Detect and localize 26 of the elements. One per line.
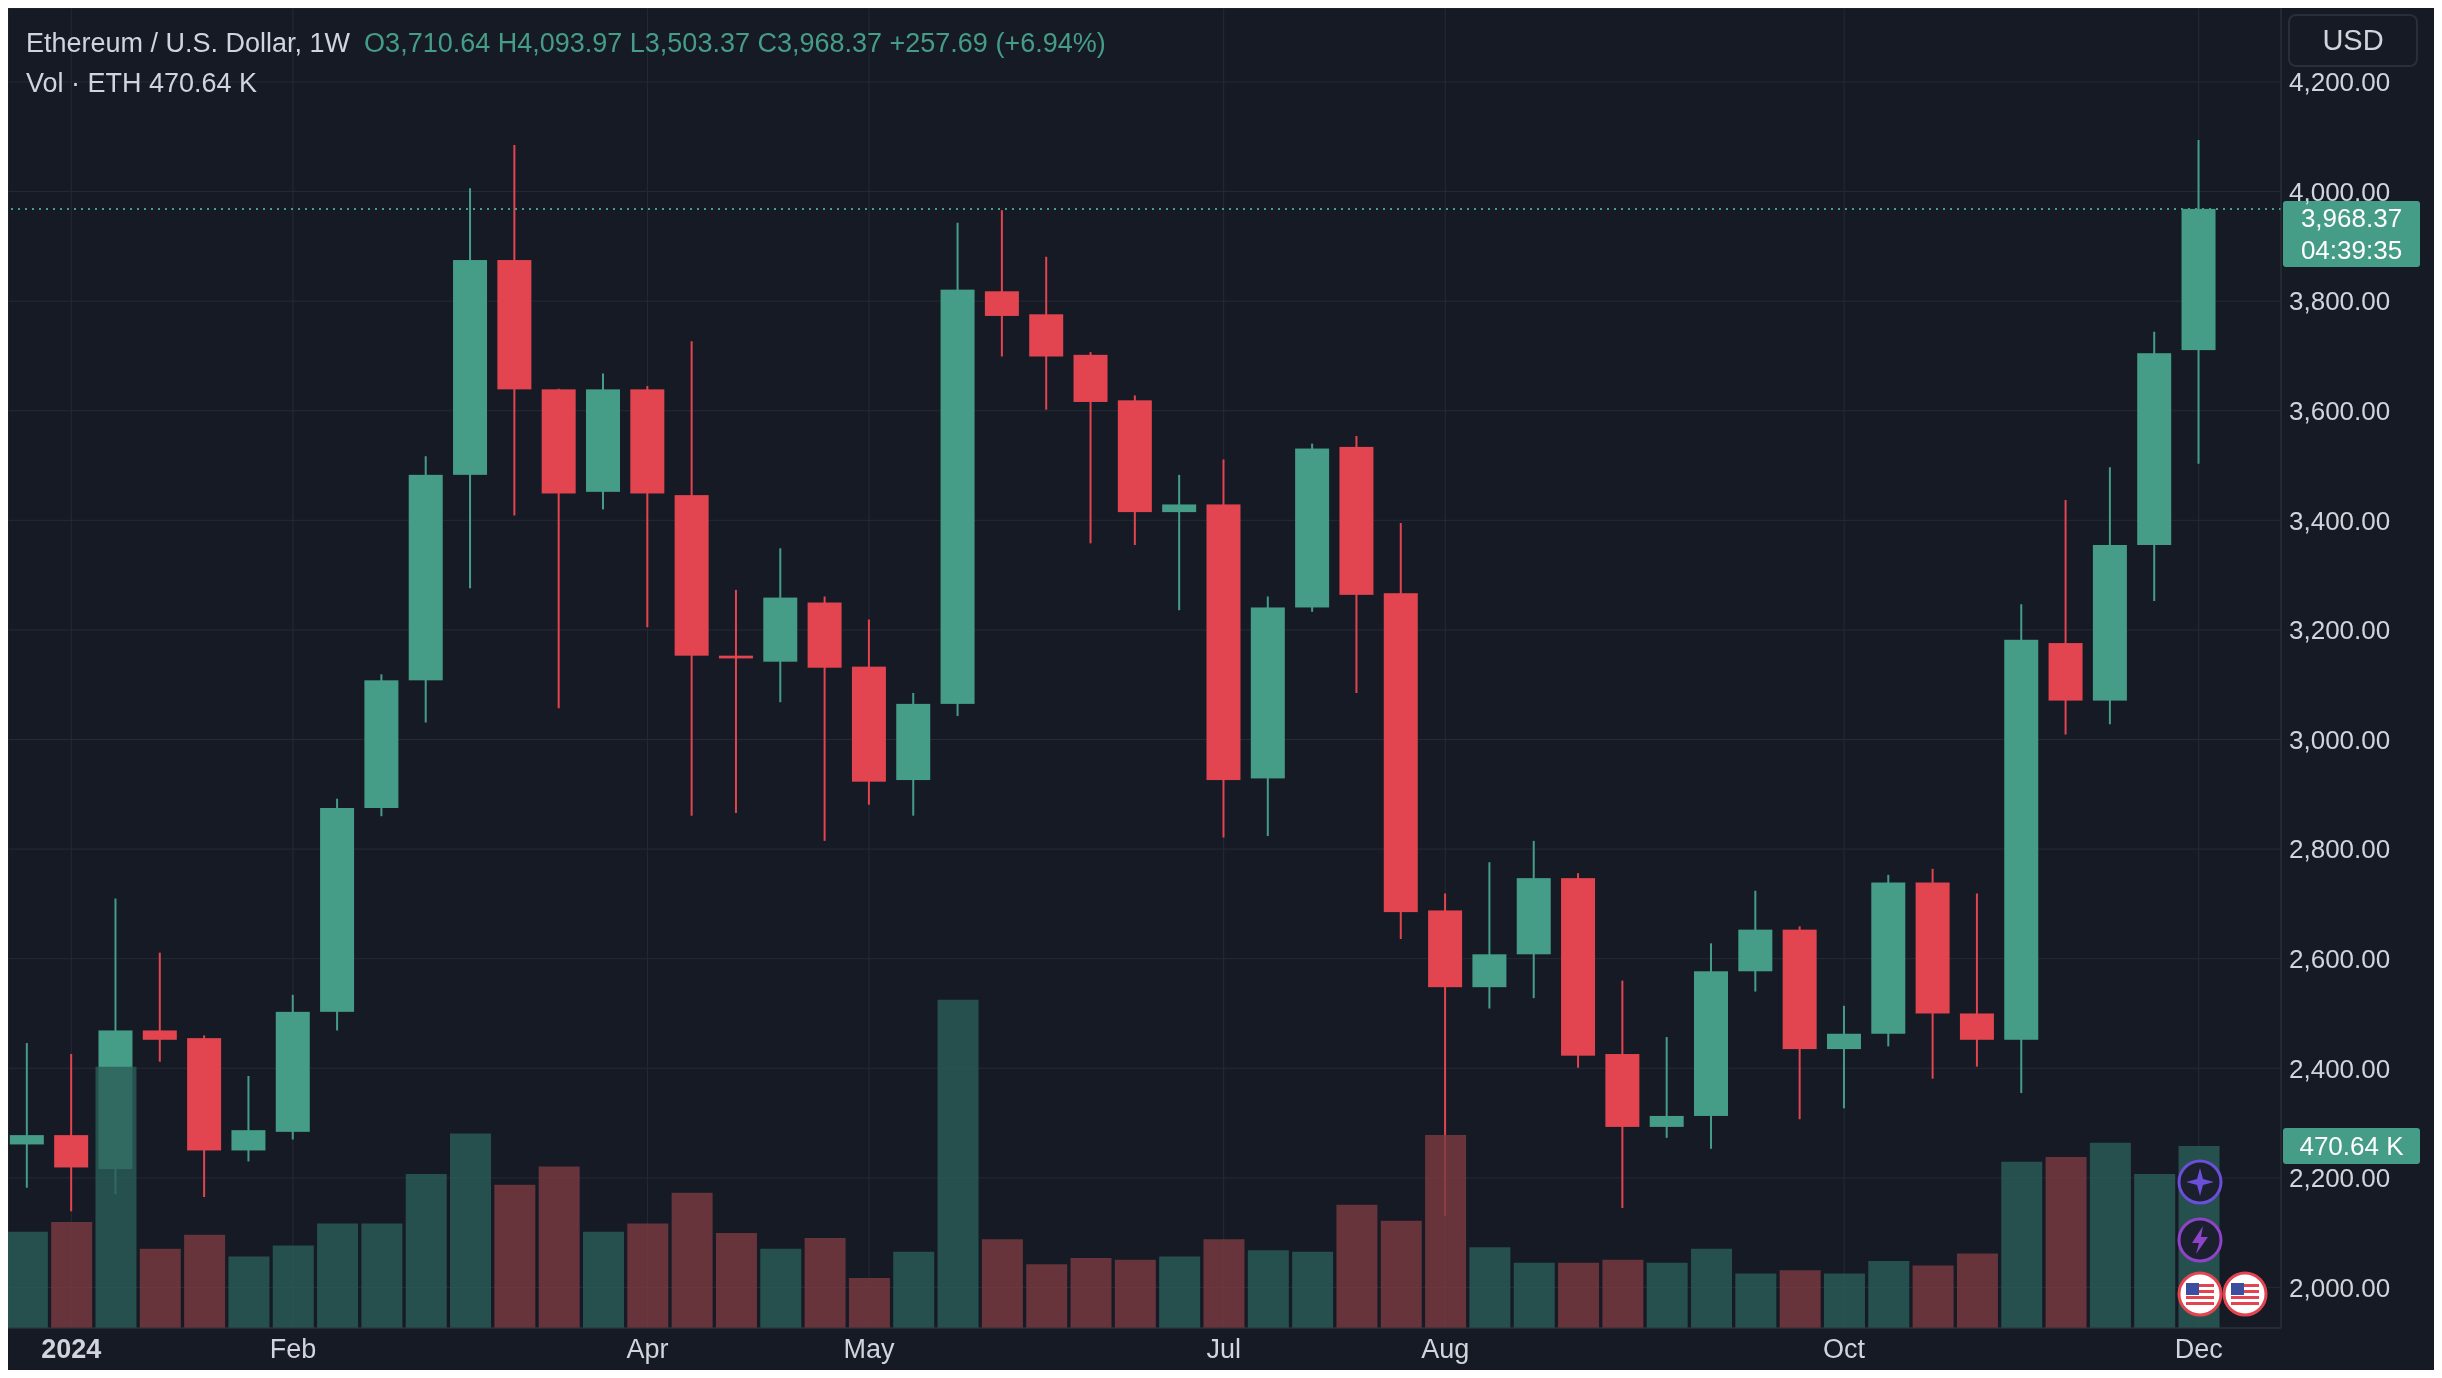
y-tick-label: 2,400.00 (2289, 1053, 2391, 1084)
y-tick-label: 2,600.00 (2289, 943, 2391, 974)
x-tick-label: 2024 (41, 1334, 102, 1364)
y-tick-label: 3,800.00 (2289, 286, 2391, 317)
x-tick-label: Oct (1823, 1334, 1866, 1364)
y-tick-label: 4,000.00 (2289, 176, 2391, 207)
y-tick-label: 2,000.00 (2289, 1272, 2391, 1303)
x-tick-label: Feb (269, 1334, 317, 1364)
text: Ethereum / U.S. Dollar, 1W (26, 28, 351, 58)
y-tick-label: 3,000.00 (2289, 724, 2391, 755)
y-tick-label: 3,200.00 (2289, 615, 2391, 646)
y-tick-label: 4,200.00 (2289, 67, 2391, 98)
y-tick-label: 2,200.00 (2289, 1163, 2391, 1194)
x-tick-label: May (843, 1334, 896, 1364)
text: 04:39:35 (2300, 234, 2403, 265)
text: O3,710.64 H4,093.97 L3,503.37 C3,968.37 +257.69 (+6.94%) (364, 28, 1106, 58)
y-tick-label: 2,800.00 (2289, 834, 2391, 865)
x-tick-label: Jul (1206, 1334, 1241, 1364)
x-tick-label: Dec (2174, 1334, 2223, 1364)
text: 470.64 K (2299, 1131, 2405, 1162)
annotation: Vol · ETH 470.64 K (26, 68, 258, 99)
y-tick-label: 3,600.00 (2289, 395, 2391, 426)
text: USD (2288, 14, 2418, 67)
x-tick-label: Aug (1421, 1334, 1470, 1364)
y-tick-label: 3,400.00 (2289, 505, 2391, 536)
x-tick-label: Apr (626, 1334, 669, 1364)
